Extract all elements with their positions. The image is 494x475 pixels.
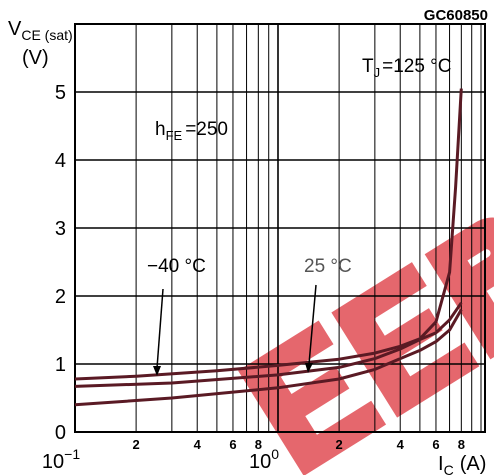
annotation-hfe: hFE =250 [155, 119, 228, 143]
x-tick-label-major: 10−1 [42, 446, 80, 473]
watermark-letter-e [238, 320, 387, 475]
y-tick-label: 5 [55, 82, 66, 104]
x-tick-base: 10 [249, 451, 271, 473]
x-tick-exponent: 0 [271, 446, 279, 462]
y-tick-label: 3 [55, 218, 66, 240]
arrow-minus40-head [153, 366, 161, 376]
series-line-3 [74, 308, 463, 407]
x-axis-label: IC (A) [438, 453, 486, 475]
x-axis-label-main: I [438, 453, 444, 475]
annotation-temperature-sub: J [374, 65, 381, 80]
series-line-2 [74, 301, 463, 388]
y-tick-label: 4 [55, 150, 66, 172]
series-line-1 [74, 88, 463, 381]
x-tick-label-minor: 6 [432, 437, 439, 452]
arrow-25-head [305, 363, 313, 373]
y-tick-labels: 0 1 2 3 4 5 [55, 82, 66, 444]
annotation-temperature: TJ =125 °C [362, 56, 452, 80]
annotation-arrows [153, 284, 317, 376]
annotation-hfe-main: h [155, 119, 166, 140]
plot-area-border [74, 23, 486, 433]
annotation-hfe-sub: FE [166, 128, 183, 143]
x-tick-label-minor: 8 [458, 437, 465, 452]
annotation-minus40: −40 °C [147, 256, 206, 277]
watermark-logo [238, 217, 494, 475]
annotation-25: 25 °C [304, 256, 352, 277]
watermark-shapes [238, 217, 494, 475]
watermark-letter-e2 [331, 262, 480, 418]
y-tick-label: 1 [55, 354, 66, 376]
y-tick-label: 0 [55, 422, 66, 444]
figure-code: GC60850 [424, 7, 488, 24]
x-axis-label-sub: C [444, 462, 454, 475]
series-group [74, 88, 463, 407]
y-tick-label: 2 [55, 286, 66, 308]
y-axis-unit: (V) [22, 47, 49, 69]
annotation-temperature-value: =125 °C [382, 56, 451, 77]
arrow-minus40-line [156, 288, 164, 369]
x-tick-label-minor: 6 [229, 437, 236, 452]
x-tick-label-major: 100 [249, 446, 279, 473]
x-tick-base: 10 [42, 451, 64, 473]
y-axis-label: VCE (sat) [8, 18, 73, 43]
arrow-25-line [308, 284, 317, 365]
x-tick-exponent: −1 [64, 446, 80, 462]
y-axis-label-main: V [8, 18, 22, 40]
x-tick-label-minor: 2 [132, 437, 139, 452]
x-tick-label-minor: 4 [194, 437, 202, 452]
x-axis-unit: (A) [460, 453, 487, 475]
annotation-temperature-main: T [362, 56, 374, 77]
y-axis-label-sub: CE (sat) [21, 27, 72, 43]
x-tick-label-minor: 2 [335, 437, 342, 452]
x-tick-label-minor: 4 [397, 437, 405, 452]
x-tick-label-minor: 8 [255, 437, 262, 452]
annotation-hfe-value: =250 [185, 119, 228, 140]
